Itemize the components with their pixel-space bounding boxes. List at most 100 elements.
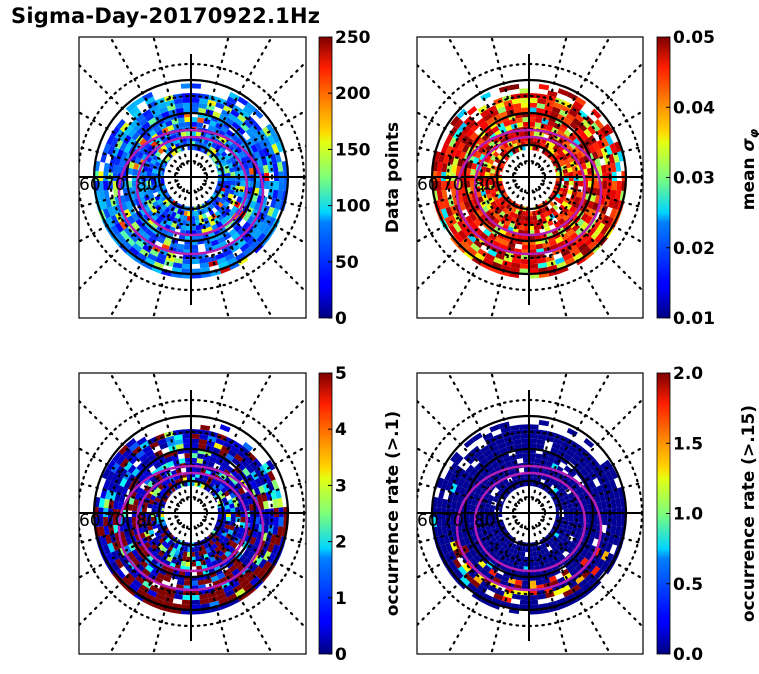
heatmap-cell bbox=[246, 473, 255, 483]
heatmap-cell bbox=[489, 445, 500, 454]
heatmap-cell bbox=[450, 181, 456, 190]
heatmap-cell bbox=[194, 546, 199, 553]
heatmap-cell bbox=[456, 468, 466, 478]
heatmap-cell bbox=[142, 244, 152, 254]
heatmap-cell bbox=[609, 208, 618, 219]
heatmap-cell bbox=[242, 441, 254, 452]
heatmap-cell bbox=[559, 497, 566, 503]
heatmap-cell bbox=[191, 244, 199, 250]
heatmap-cell bbox=[114, 129, 124, 140]
heatmap-cell bbox=[112, 517, 118, 526]
heatmap-cell bbox=[488, 207, 496, 215]
heatmap-cell bbox=[529, 599, 539, 605]
heatmap-cell bbox=[151, 221, 160, 229]
heatmap-cell bbox=[228, 228, 238, 237]
heatmap-cell bbox=[520, 438, 529, 444]
heatmap-cell bbox=[139, 440, 150, 450]
heatmap-cell bbox=[477, 104, 488, 114]
heatmap-cell bbox=[566, 564, 576, 573]
heatmap-cell bbox=[122, 517, 128, 525]
heatmap-cell bbox=[119, 141, 128, 152]
heatmap-cell bbox=[479, 568, 489, 577]
heatmap-cell bbox=[461, 480, 470, 490]
heatmap-cell bbox=[153, 597, 164, 606]
heatmap-cell bbox=[248, 503, 255, 511]
heatmap-cell bbox=[553, 186, 559, 191]
heatmap-cell bbox=[511, 207, 517, 214]
heatmap-cell bbox=[256, 568, 267, 580]
heatmap-cell bbox=[153, 125, 162, 134]
heatmap-cell bbox=[148, 539, 155, 547]
heatmap-cell bbox=[98, 497, 105, 508]
heatmap-cell bbox=[498, 532, 505, 538]
colorbar-tick-label: 1.0 bbox=[673, 505, 703, 525]
heatmap-cell bbox=[587, 563, 597, 573]
heatmap-cell bbox=[558, 487, 566, 494]
colorbar-tick-label: 0.03 bbox=[673, 169, 715, 189]
heatmap-cell bbox=[227, 539, 234, 547]
heatmap-cell bbox=[114, 465, 124, 476]
heatmap-cell bbox=[216, 257, 227, 265]
heatmap-cell bbox=[267, 145, 275, 156]
heatmap-cell bbox=[239, 109, 250, 120]
heatmap-cell bbox=[209, 600, 220, 608]
heatmap-cell bbox=[558, 125, 567, 134]
heatmap-cell bbox=[441, 189, 448, 200]
heatmap-cell bbox=[147, 453, 157, 462]
dotted-meridian bbox=[193, 37, 230, 165]
heatmap-cell bbox=[127, 503, 134, 511]
heatmap-cell bbox=[506, 109, 515, 116]
heatmap-cell bbox=[129, 455, 139, 465]
heatmap-cell bbox=[490, 154, 497, 161]
dotted-meridian bbox=[196, 373, 273, 502]
colorbar-tick-label: 0.04 bbox=[673, 98, 715, 118]
heatmap-cell bbox=[218, 240, 228, 249]
heatmap-cell bbox=[215, 532, 222, 538]
heatmap-cell bbox=[520, 433, 529, 440]
heatmap-cell bbox=[567, 503, 573, 509]
colorbar-label: mean σφ bbox=[739, 128, 759, 210]
heatmap-cell bbox=[232, 104, 243, 114]
heatmap-cell bbox=[139, 474, 148, 483]
heatmap-cell bbox=[489, 109, 500, 118]
heatmap-cell bbox=[258, 222, 268, 233]
heatmap-cell bbox=[118, 444, 129, 455]
heatmap-cell bbox=[144, 96, 156, 105]
heatmap-cell bbox=[233, 526, 240, 533]
heatmap-cell bbox=[519, 263, 529, 269]
heatmap-cell bbox=[529, 121, 536, 127]
heatmap-cell bbox=[125, 438, 137, 449]
heatmap-cell bbox=[203, 207, 209, 214]
heatmap-cell bbox=[258, 129, 268, 140]
heatmap-cell bbox=[589, 530, 597, 539]
heatmap-cell bbox=[215, 101, 225, 110]
heatmap-cell bbox=[558, 217, 566, 226]
heatmap-cell bbox=[191, 552, 196, 557]
heatmap-cell bbox=[461, 194, 469, 203]
dotted-meridian bbox=[199, 398, 306, 505]
heatmap-cell bbox=[122, 181, 128, 189]
heatmap-cell bbox=[499, 579, 508, 587]
heatmap-cell bbox=[569, 205, 577, 213]
heatmap-cell bbox=[154, 487, 162, 494]
heatmap-cell bbox=[495, 437, 505, 446]
heatmap-cell bbox=[173, 543, 179, 550]
heatmap-cell bbox=[547, 120, 556, 127]
heatmap-cell bbox=[165, 591, 175, 599]
heatmap-cell bbox=[611, 517, 617, 527]
heatmap-cell bbox=[511, 434, 521, 441]
heatmap-cell bbox=[610, 498, 617, 509]
heatmap-cell bbox=[501, 575, 510, 583]
colorbar-tick-label: 2 bbox=[335, 533, 347, 553]
heatmap-cell bbox=[576, 218, 585, 228]
heatmap-cell bbox=[555, 154, 562, 161]
heatmap-cell bbox=[518, 224, 525, 231]
heatmap-cell bbox=[569, 121, 579, 130]
heatmap-cell bbox=[498, 85, 510, 93]
heatmap-cell bbox=[486, 498, 493, 505]
heatmap-cell bbox=[583, 128, 593, 138]
heatmap-cell bbox=[576, 554, 585, 564]
heatmap-cell bbox=[228, 564, 238, 573]
heatmap-cell bbox=[495, 207, 503, 215]
heatmap-cell bbox=[242, 557, 251, 567]
